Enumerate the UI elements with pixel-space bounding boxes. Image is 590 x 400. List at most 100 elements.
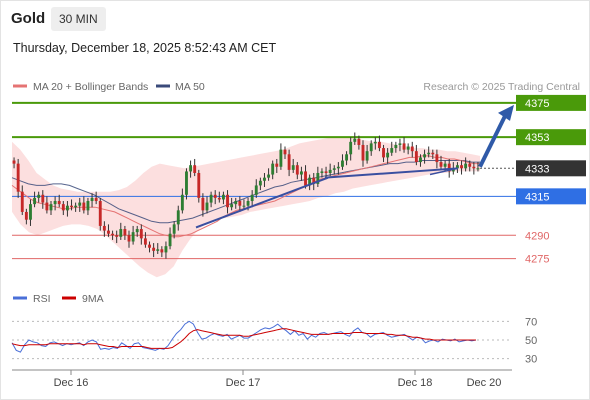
candle-body — [152, 247, 156, 251]
candle-body — [312, 177, 316, 184]
x-tick-label: Dec 18 — [398, 377, 433, 389]
candle-body — [205, 202, 209, 211]
candle-body — [193, 165, 197, 173]
candle-body — [209, 194, 213, 203]
candle-body — [349, 141, 353, 155]
trendline-2 — [324, 167, 459, 179]
candle-body — [70, 205, 73, 208]
candle-body — [74, 205, 78, 208]
candle-body — [189, 165, 193, 172]
candle-body — [61, 204, 65, 211]
candle-body — [254, 185, 258, 195]
candle-body — [197, 172, 201, 198]
candle-body — [41, 194, 45, 203]
candle-body — [287, 154, 291, 170]
candle-body — [386, 152, 390, 158]
candle-body — [127, 235, 131, 242]
candle-body — [361, 144, 365, 161]
candle-body — [172, 224, 176, 234]
candle-body — [139, 229, 143, 239]
candle-body — [33, 197, 37, 205]
candle-body — [447, 163, 451, 172]
candle-body — [410, 146, 414, 152]
level-label-4375: 4375 — [525, 98, 549, 110]
candle-body — [377, 141, 381, 149]
candle-body — [443, 163, 447, 167]
header-bar: Gold 30 MIN — [0, 0, 590, 38]
candle-body — [123, 229, 127, 236]
candle-body — [308, 177, 312, 186]
candle-body — [390, 148, 394, 153]
chart-datetime: Thursday, December 18, 2025 8:52:43 AM C… — [13, 41, 277, 55]
candle-body — [336, 166, 340, 169]
candle-body — [267, 174, 271, 178]
candle-body — [431, 152, 435, 155]
candle-body — [427, 152, 431, 155]
candle-body — [185, 171, 188, 195]
candle-body — [369, 143, 373, 152]
candle-body — [119, 229, 123, 237]
candle-body — [82, 202, 86, 211]
candle-body — [345, 154, 349, 161]
legend-ma20-label: MA 20 + Bollinger Bands — [33, 81, 148, 93]
level-label-4275: 4275 — [525, 254, 549, 266]
candle-body — [226, 194, 229, 208]
candle-body — [468, 163, 472, 167]
target-arrow-shaft — [478, 113, 508, 168]
candle-body — [365, 151, 369, 161]
candle-body — [102, 225, 106, 231]
level-badge-4375 — [516, 94, 586, 111]
candle-body — [24, 211, 28, 220]
candle-body — [20, 191, 24, 212]
rsi-tick-30: 30 — [525, 354, 537, 366]
candle-body — [168, 233, 172, 247]
legend-rsi-label: RSI — [33, 293, 51, 305]
candle-body — [160, 249, 164, 253]
level-label-4353: 4353 — [525, 132, 549, 144]
timeframe-badge[interactable]: 30 MIN — [51, 7, 106, 31]
candle-body — [324, 171, 328, 173]
candle-body — [275, 163, 279, 167]
candle-body — [86, 201, 90, 211]
candle-body — [12, 160, 16, 164]
level-label-4290: 4290 — [525, 230, 549, 242]
candle-body — [258, 180, 262, 186]
candle-body — [419, 157, 422, 163]
candle-body — [353, 138, 357, 142]
candle-body — [37, 194, 41, 198]
candle-body — [357, 138, 361, 145]
candle-body — [234, 201, 238, 205]
legend-ma50-label: MA 50 — [175, 81, 205, 93]
candle-body — [78, 202, 82, 206]
candle-body — [49, 204, 53, 211]
candle-body — [299, 171, 303, 175]
candle-body — [271, 163, 275, 175]
level-badge-4333 — [516, 160, 586, 177]
candle-body — [460, 165, 463, 169]
candle-body — [135, 229, 139, 233]
candle-body — [65, 205, 69, 211]
candle-body — [291, 165, 295, 170]
candle-body — [472, 166, 476, 169]
candle-body — [341, 160, 344, 167]
candle-body — [435, 154, 439, 163]
candle-body — [98, 201, 102, 226]
x-tick-label: Dec 16 — [54, 377, 89, 389]
x-tick-label: Dec 20 — [467, 377, 502, 389]
candle-body — [217, 197, 221, 200]
candle-body — [45, 202, 49, 211]
target-arrow-head — [498, 104, 514, 121]
candle-body — [398, 143, 402, 145]
rsi-tick-70: 70 — [525, 316, 537, 328]
candle-body — [476, 168, 480, 170]
candle-body — [423, 154, 427, 158]
candle-body — [283, 149, 287, 155]
candle-body — [316, 172, 320, 184]
candle-body — [53, 201, 57, 205]
candle-body — [263, 177, 266, 181]
candle-body — [143, 238, 147, 245]
trendline-1 — [195, 176, 329, 229]
candle-body — [455, 165, 459, 169]
candle-body — [439, 162, 443, 167]
